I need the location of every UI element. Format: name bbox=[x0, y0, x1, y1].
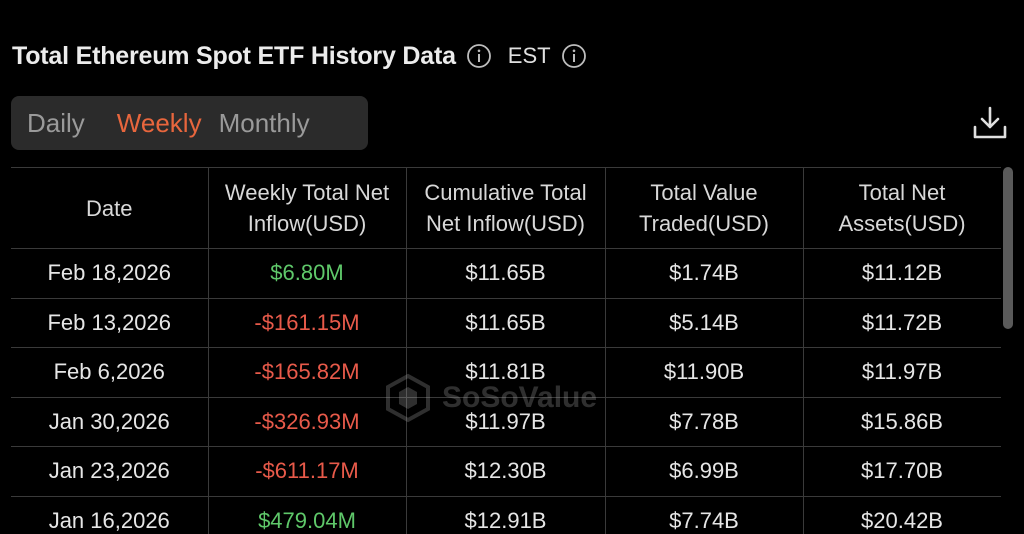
cell-weekly-inflow: -$326.93M bbox=[207, 396, 407, 447]
timezone-info-icon[interactable] bbox=[561, 43, 587, 69]
header-net-assets[interactable]: Total Net Assets(USD) bbox=[802, 167, 1001, 249]
history-table: Date Weekly Total Net Inflow(USD) Cumula… bbox=[11, 167, 1001, 534]
cell-date: Jan 23,2026 bbox=[11, 446, 209, 497]
cell-value-traded: $5.14B bbox=[604, 297, 804, 348]
cell-weekly-inflow: -$611.17M bbox=[207, 446, 407, 497]
cell-net-assets: $11.72B bbox=[802, 297, 1001, 348]
table-row: Jan 16,2026 $479.04M $12.91B $7.74B $20.… bbox=[11, 495, 1001, 534]
cell-weekly-inflow: -$165.82M bbox=[207, 347, 407, 398]
panel-header: Total Ethereum Spot ETF History Data EST bbox=[12, 38, 587, 74]
tab-daily[interactable]: Daily bbox=[27, 107, 85, 138]
cell-value-traded: $6.99B bbox=[604, 446, 804, 497]
cell-value-traded: $7.78B bbox=[604, 396, 804, 447]
cell-net-assets: $11.12B bbox=[802, 248, 1001, 299]
table-scrollbar[interactable] bbox=[1003, 167, 1013, 329]
cell-cumulative-inflow: $11.65B bbox=[405, 297, 606, 348]
header-cumulative-inflow[interactable]: Cumulative Total Net Inflow(USD) bbox=[405, 167, 606, 249]
cell-cumulative-inflow: $11.97B bbox=[405, 396, 606, 447]
table-row: Feb 13,2026 -$161.15M $11.65B $5.14B $11… bbox=[11, 297, 1001, 348]
cell-date: Jan 16,2026 bbox=[11, 495, 209, 534]
tab-weekly[interactable]: Weekly bbox=[116, 107, 202, 138]
cell-weekly-inflow: $479.04M bbox=[207, 495, 407, 534]
cell-date: Feb 13,2026 bbox=[11, 297, 209, 348]
header-weekly-inflow[interactable]: Weekly Total Net Inflow(USD) bbox=[207, 167, 407, 249]
table-row: Feb 6,2026 -$165.82M $11.81B $11.90B $11… bbox=[11, 347, 1001, 398]
history-table-container[interactable]: Date Weekly Total Net Inflow(USD) Cumula… bbox=[11, 167, 1001, 534]
download-button[interactable] bbox=[970, 103, 1010, 143]
table-row: Feb 18,2026 $6.80M $11.65B $1.74B $11.12… bbox=[11, 248, 1001, 299]
info-icon[interactable] bbox=[466, 43, 492, 69]
cell-net-assets: $20.42B bbox=[802, 495, 1001, 534]
cell-weekly-inflow: $6.80M bbox=[207, 248, 407, 299]
header-date[interactable]: Date bbox=[11, 167, 209, 249]
download-icon bbox=[973, 106, 1007, 139]
cell-cumulative-inflow: $12.91B bbox=[405, 495, 606, 534]
table-row: Jan 30,2026 -$326.93M $11.97B $7.78B $15… bbox=[11, 396, 1001, 447]
tab-monthly[interactable]: Monthly bbox=[218, 107, 310, 138]
cell-cumulative-inflow: $11.65B bbox=[405, 248, 606, 299]
cell-cumulative-inflow: $11.81B bbox=[405, 347, 606, 398]
page-title: Total Ethereum Spot ETF History Data bbox=[12, 41, 456, 70]
cell-weekly-inflow: -$161.15M bbox=[207, 297, 407, 348]
timezone-label: EST bbox=[507, 43, 551, 68]
cell-date: Feb 6,2026 bbox=[11, 347, 209, 398]
cell-net-assets: $15.86B bbox=[802, 396, 1001, 447]
cell-date: Jan 30,2026 bbox=[11, 396, 209, 447]
cell-value-traded: $1.74B bbox=[604, 248, 804, 299]
cell-value-traded: $11.90B bbox=[604, 347, 804, 398]
period-tabs: Daily Weekly Monthly bbox=[11, 96, 368, 150]
cell-date: Feb 18,2026 bbox=[11, 248, 209, 299]
table-header-row: Date Weekly Total Net Inflow(USD) Cumula… bbox=[11, 167, 1001, 249]
cell-net-assets: $11.97B bbox=[802, 347, 1001, 398]
header-value-traded[interactable]: Total Value Traded(USD) bbox=[604, 167, 804, 249]
cell-value-traded: $7.74B bbox=[604, 495, 804, 534]
cell-cumulative-inflow: $12.30B bbox=[405, 446, 606, 497]
cell-net-assets: $17.70B bbox=[802, 446, 1001, 497]
table-row: Jan 23,2026 -$611.17M $12.30B $6.99B $17… bbox=[11, 446, 1001, 497]
